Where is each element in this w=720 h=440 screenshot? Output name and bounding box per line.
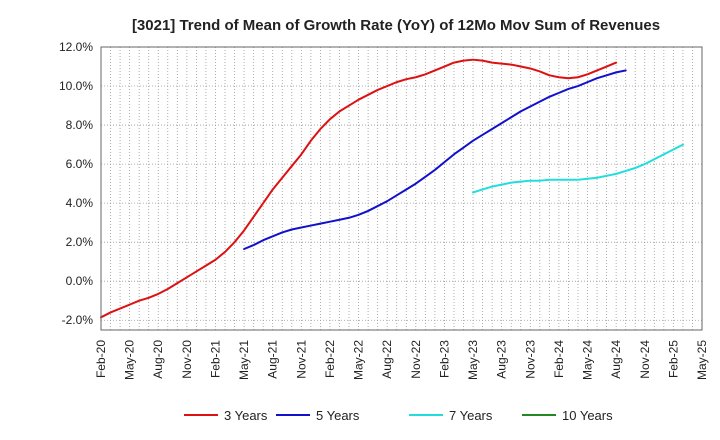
chart-title: [3021] Trend of Mean of Growth Rate (YoY… bbox=[132, 17, 660, 34]
x-tick-label: Aug-20 bbox=[151, 340, 165, 379]
legend-label: 7 Years bbox=[449, 408, 493, 423]
series-line-3-years bbox=[100, 58, 618, 319]
x-tick-label: Nov-22 bbox=[409, 340, 423, 379]
x-tick-label: May-25 bbox=[695, 340, 709, 380]
grid bbox=[100, 46, 703, 330]
x-tick-label: May-21 bbox=[237, 340, 251, 380]
y-tick-label: 6.0% bbox=[66, 157, 94, 171]
x-tick-label: Nov-20 bbox=[180, 340, 194, 379]
x-tick-label: May-24 bbox=[581, 340, 595, 380]
y-tick-label: 10.0% bbox=[59, 79, 93, 93]
y-tick-label: 2.0% bbox=[66, 235, 94, 249]
x-tick-label: Aug-22 bbox=[380, 340, 394, 379]
x-tick-label: Feb-20 bbox=[94, 340, 108, 378]
series-lines bbox=[100, 58, 684, 319]
x-tick-label: May-22 bbox=[352, 340, 366, 380]
plot-frame bbox=[100, 46, 703, 331]
legend-label: 10 Years bbox=[562, 408, 613, 423]
series-line-5-years bbox=[243, 69, 627, 250]
legend-label: 3 Years bbox=[224, 408, 268, 423]
legend: 3 Years 5 Years 7 Years 10 Years bbox=[184, 408, 613, 423]
x-tick-label: May-23 bbox=[466, 340, 480, 380]
x-tick-label: Feb-22 bbox=[323, 340, 337, 378]
x-tick-label: Feb-25 bbox=[666, 340, 680, 378]
x-tick-label: Aug-24 bbox=[609, 340, 623, 379]
x-tick-label: Nov-24 bbox=[638, 340, 652, 379]
legend-label: 5 Years bbox=[316, 408, 360, 423]
x-tick-label: Aug-23 bbox=[495, 340, 509, 379]
y-tick-label: 0.0% bbox=[66, 274, 94, 288]
x-tick-label: Feb-23 bbox=[437, 340, 451, 378]
x-axis: Feb-20 May-20 Aug-20 Nov-20 Feb-21 May-21 Aug-… bbox=[94, 340, 709, 380]
y-tick-label: 8.0% bbox=[66, 118, 94, 132]
y-tick-label: -2.0% bbox=[62, 313, 94, 327]
series-line-7-years bbox=[472, 143, 684, 194]
x-tick-label: Nov-23 bbox=[523, 340, 537, 379]
y-tick-label: 4.0% bbox=[66, 196, 94, 210]
x-tick-label: Feb-21 bbox=[208, 340, 222, 378]
y-axis: -2.0% 0.0% 2.0% 4.0% 6.0% 8.0% 10.0% 12.0% bbox=[59, 40, 93, 327]
x-tick-label: May-20 bbox=[123, 340, 137, 380]
x-tick-label: Feb-24 bbox=[552, 340, 566, 378]
x-tick-label: Aug-21 bbox=[266, 340, 280, 379]
y-tick-label: 12.0% bbox=[59, 40, 93, 54]
x-tick-label: Nov-21 bbox=[294, 340, 308, 379]
